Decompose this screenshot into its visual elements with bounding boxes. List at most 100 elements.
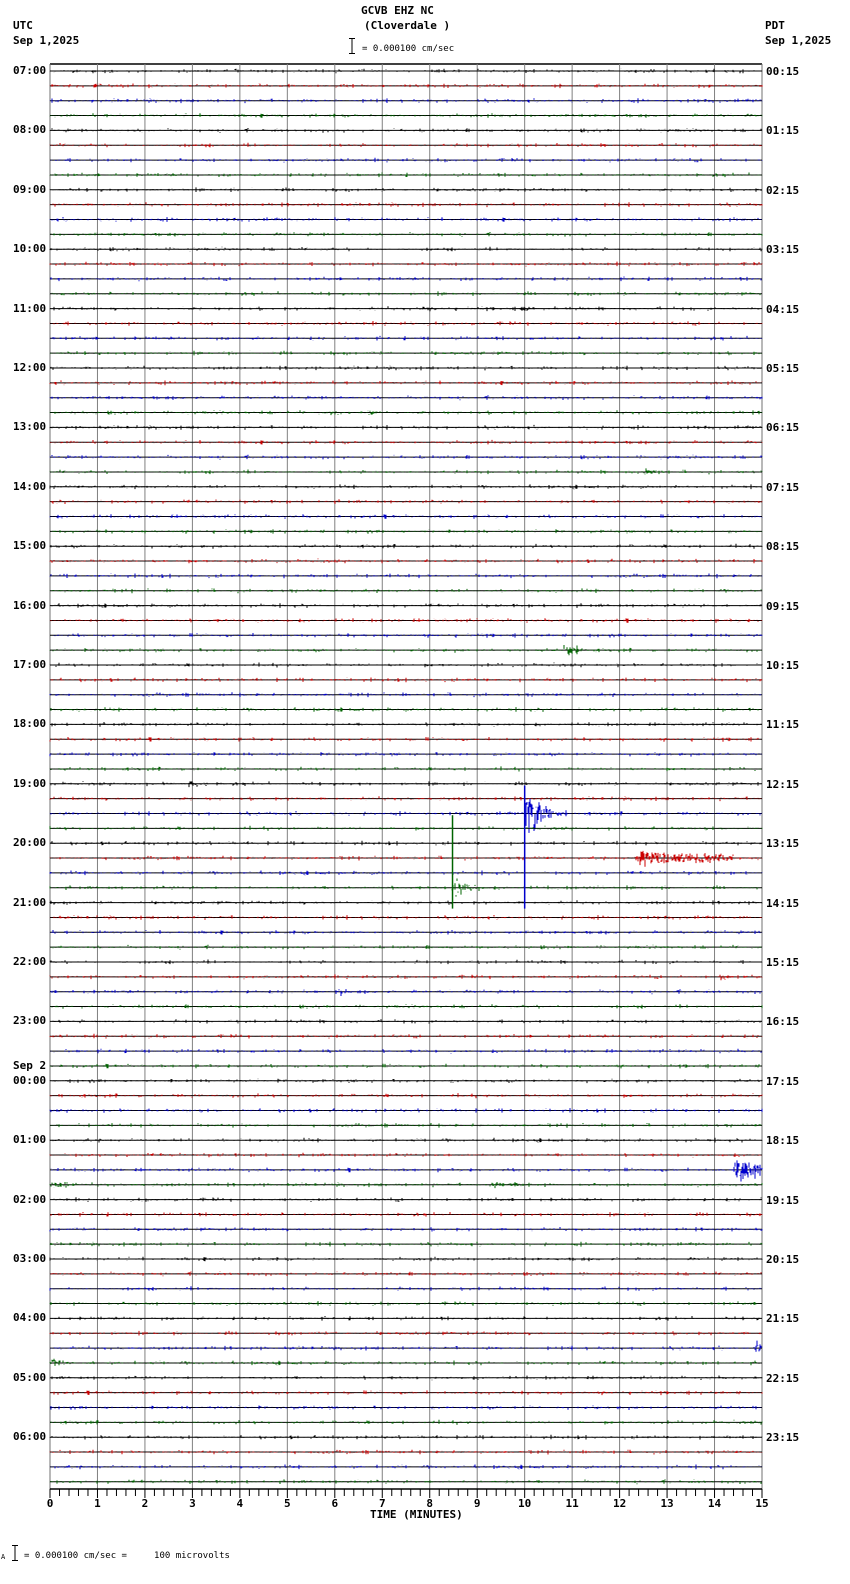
- pdt-hour-label: 17:15: [766, 1074, 800, 1088]
- trace-row: [49, 930, 763, 935]
- trace-row: [49, 618, 763, 623]
- utc-hour-label: 00:00: [13, 1073, 47, 1087]
- pdt-hour-label: 07:15: [766, 480, 800, 494]
- utc-hour-label: 21:00: [13, 895, 47, 909]
- trace-row: [49, 202, 763, 208]
- utc-hour-label: 07:00: [13, 64, 47, 77]
- x-tick-label: 3: [189, 1497, 196, 1510]
- scale-text: = 0.000100 cm/sec: [362, 44, 455, 54]
- pdt-hour-label: 16:15: [766, 1015, 800, 1029]
- pdt-hour-label: 03:15: [766, 243, 800, 257]
- x-tick-label: 1: [94, 1497, 101, 1510]
- pdt-hour-label: 22:15: [766, 1371, 800, 1385]
- trace-row: [49, 1434, 763, 1440]
- trace-row: [49, 989, 763, 996]
- utc-hour-label: 12:00: [13, 361, 47, 374]
- trace-row: [49, 395, 763, 401]
- date-change-label: Sep 2: [13, 1058, 47, 1072]
- pdt-hour-label: 08:15: [766, 540, 800, 554]
- utc-hour-label: 09:00: [13, 182, 47, 196]
- pdt-hour-label: 23:15: [766, 1431, 800, 1445]
- utc-hour-label: 10:00: [13, 242, 47, 256]
- trace-row: [49, 380, 763, 386]
- x-tick-label: 15: [755, 1497, 769, 1510]
- x-axis-label: TIME (MINUTES): [370, 1508, 463, 1521]
- utc-hour-label: 22:00: [13, 955, 47, 968]
- utc-hour-label: 13:00: [13, 420, 47, 434]
- pdt-hour-label: 06:15: [766, 421, 800, 435]
- pdt-hour-label: 02:15: [766, 183, 800, 197]
- trace-row: [49, 499, 763, 504]
- x-tick-label: 6: [331, 1497, 339, 1510]
- x-tick-label: 13: [660, 1497, 674, 1510]
- trace-row: [49, 944, 763, 950]
- pdt-hour-label: 09:15: [766, 599, 800, 613]
- trace-row: [49, 232, 763, 237]
- trace-row: [49, 484, 763, 490]
- utc-hour-label: 15:00: [13, 539, 47, 553]
- station-location: (Cloverdale ): [364, 19, 451, 32]
- utc-hour-label: 19:00: [13, 776, 47, 790]
- pdt-hour-label: 21:15: [766, 1312, 800, 1326]
- legend-prefix: A: [1, 1553, 6, 1561]
- utc-hour-label: 04:00: [13, 1311, 47, 1325]
- trace-row: [49, 850, 763, 867]
- trace-row: [50, 1419, 763, 1425]
- trace-row: [49, 1449, 763, 1455]
- trace-row: [49, 321, 763, 326]
- right-date: Sep 1,2025: [765, 34, 832, 47]
- x-tick-label: 12: [612, 1497, 627, 1510]
- trace-row: [49, 1137, 763, 1143]
- right-timezone: PDT: [765, 19, 785, 32]
- trace-row: [49, 1301, 763, 1306]
- trace-row: [49, 722, 762, 727]
- trace-row: [49, 1479, 763, 1485]
- pdt-hour-label: 00:15: [766, 65, 800, 78]
- x-tick-label: 9: [473, 1497, 481, 1510]
- trace-row: [50, 1160, 763, 1182]
- x-tick-label: 7: [378, 1497, 386, 1510]
- x-tick-label: 10: [518, 1497, 532, 1510]
- x-tick-label: 0: [46, 1497, 54, 1510]
- utc-hour-label: 02:00: [13, 1192, 47, 1206]
- x-tick-label: 11: [565, 1497, 579, 1510]
- utc-hour-label: 11:00: [13, 301, 47, 315]
- utc-hour-label: 20:00: [13, 836, 47, 850]
- trace-row: [49, 707, 762, 712]
- utc-hour-label: 23:00: [13, 1014, 47, 1028]
- trace-row: [49, 798, 763, 833]
- left-date: Sep 1,2025: [13, 34, 80, 47]
- left-timezone: UTC: [13, 19, 33, 32]
- trace-row: [49, 1464, 763, 1470]
- utc-hour-label: 17:00: [13, 658, 47, 671]
- trace-row: [49, 959, 763, 965]
- pdt-hour-label: 20:15: [766, 1253, 800, 1266]
- legend-text: = 0.000100 cm/sec = 100 microvolts: [24, 1551, 230, 1561]
- x-tick-label: 5: [284, 1497, 291, 1510]
- trace-row: [49, 588, 763, 594]
- trace-row: [49, 1405, 762, 1410]
- x-tick-label: 14: [707, 1497, 722, 1510]
- trace-row: [49, 662, 763, 668]
- pdt-hour-label: 19:15: [766, 1193, 800, 1207]
- trace-row: [49, 543, 763, 549]
- trace-row: [49, 1340, 763, 1352]
- pdt-hour-label: 05:15: [766, 362, 800, 375]
- pdt-hour-label: 11:15: [766, 718, 800, 732]
- trace-row: [49, 915, 763, 920]
- utc-hour-label: 08:00: [13, 123, 47, 137]
- utc-hour-label: 06:00: [13, 1430, 47, 1444]
- pdt-hour-label: 13:15: [766, 837, 800, 851]
- legend-scale-bar-icon: [12, 1545, 18, 1561]
- pdt-hour-label: 04:15: [766, 302, 800, 316]
- utc-hour-label: 03:00: [13, 1252, 47, 1265]
- scale-bar-icon: [349, 38, 355, 54]
- utc-hour-label: 14:00: [13, 479, 47, 493]
- station-title: GCVB EHZ NC: [361, 4, 434, 17]
- trace-row: [49, 1316, 763, 1321]
- pdt-hour-label: 10:15: [766, 659, 800, 672]
- x-tick-label: 4: [236, 1497, 244, 1510]
- utc-hour-label: 16:00: [13, 598, 47, 612]
- x-tick-label: 2: [141, 1497, 149, 1510]
- trace-row: [49, 766, 763, 772]
